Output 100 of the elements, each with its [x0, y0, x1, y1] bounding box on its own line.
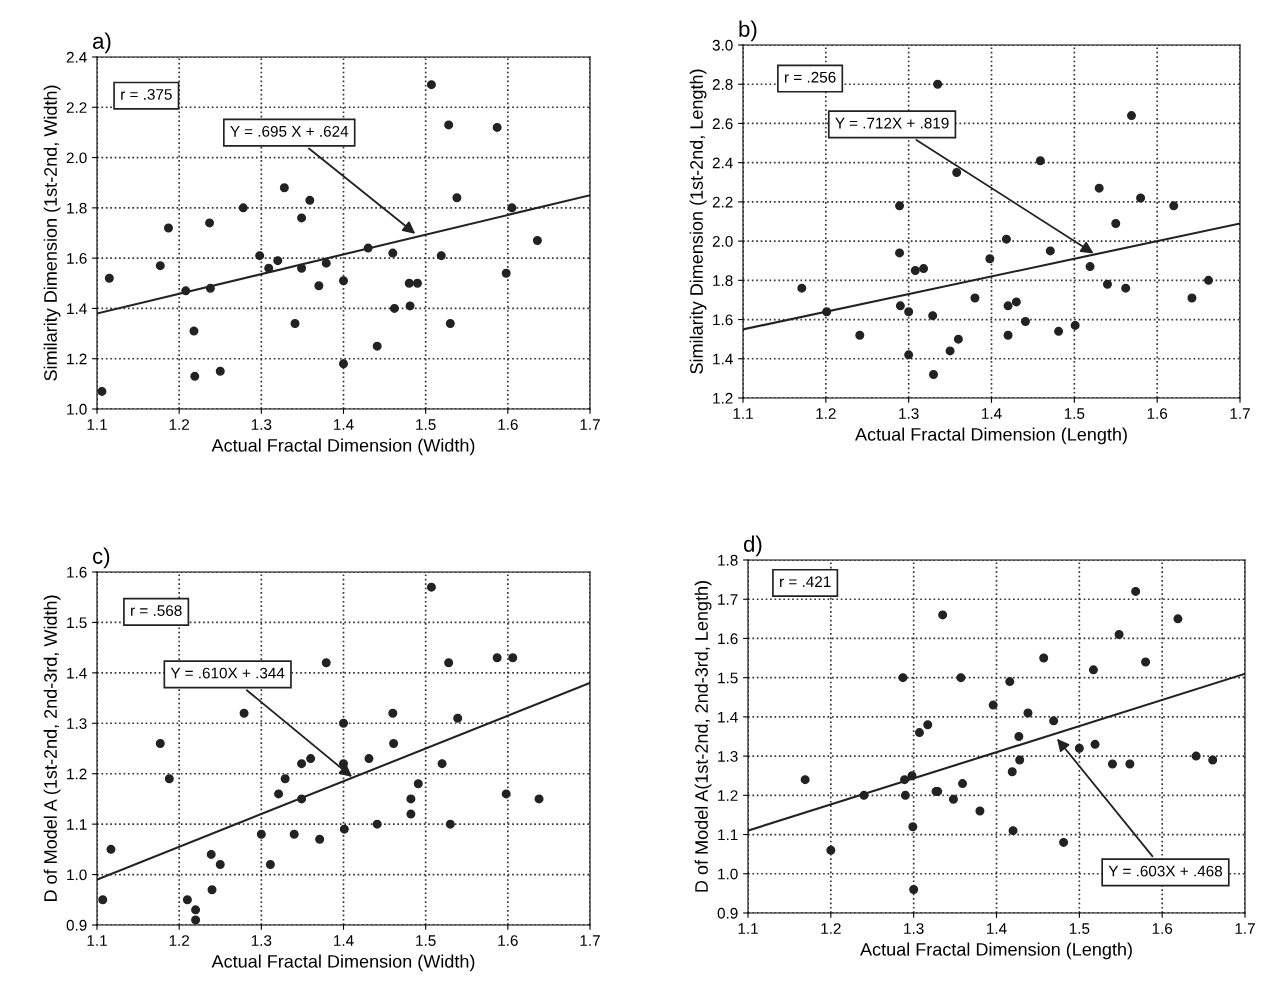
- point: [904, 307, 914, 317]
- point: [1187, 293, 1197, 303]
- x-tick-label: 1.5: [1064, 408, 1085, 419]
- point: [532, 236, 542, 246]
- point: [1085, 262, 1095, 272]
- point: [501, 789, 511, 799]
- x-tick-label: 1.2: [169, 935, 190, 946]
- point: [1126, 111, 1136, 121]
- point: [1005, 677, 1015, 687]
- point: [1204, 275, 1214, 285]
- y-axis-title: Similarity Dimension (1st-2nd, Length): [689, 69, 707, 374]
- point: [1131, 586, 1141, 596]
- point: [1001, 234, 1011, 244]
- x-tick-label: 1.3: [904, 923, 924, 934]
- point: [1136, 193, 1146, 203]
- point: [339, 824, 349, 834]
- point: [289, 829, 299, 839]
- annotation: Y = .603X + .468: [1108, 865, 1223, 877]
- x-tick-label: 1.5: [416, 935, 436, 946]
- point: [453, 713, 463, 723]
- point: [904, 350, 914, 360]
- y-tick-label: 1.0: [67, 403, 87, 415]
- x-tick-label: 1.4: [334, 935, 354, 946]
- y-tick-label: 2.0: [66, 152, 87, 164]
- point: [1049, 716, 1059, 726]
- point: [363, 243, 373, 253]
- y-tick-label: 1.5: [67, 617, 87, 629]
- point: [1039, 653, 1049, 663]
- point: [207, 885, 217, 895]
- point: [97, 386, 107, 396]
- point: [164, 774, 174, 784]
- y-axis-title: D of Model A(1st-2nd, 2nd-3rd, Length): [694, 581, 712, 892]
- point: [290, 319, 300, 329]
- x-tick-label: 1.2: [816, 408, 836, 419]
- point: [279, 183, 289, 193]
- point: [191, 905, 201, 915]
- point: [952, 167, 962, 177]
- y-tick-label: 1.6: [67, 566, 87, 578]
- point: [859, 790, 869, 800]
- point: [988, 700, 998, 710]
- chart-title: b): [739, 20, 757, 42]
- x-tick-label: 1.5: [416, 419, 436, 430]
- y-tick-label: 2.0: [712, 235, 733, 247]
- y-tick-label: 1.2: [713, 392, 733, 404]
- point: [933, 79, 943, 89]
- point: [255, 251, 265, 261]
- point: [205, 283, 215, 293]
- point: [1121, 283, 1131, 293]
- point: [445, 319, 455, 329]
- chart-title: d): [743, 535, 762, 557]
- y-axis-title: Similarity Dimension (1st-2nd, Width): [43, 85, 61, 381]
- point: [910, 266, 920, 276]
- x-tick-label: 1.4: [334, 419, 354, 430]
- point: [492, 122, 502, 132]
- point: [1111, 218, 1121, 228]
- point: [1007, 767, 1017, 777]
- point: [907, 771, 917, 781]
- point: [155, 738, 165, 748]
- point: [1014, 732, 1024, 741]
- annotation: r = .375: [121, 89, 172, 100]
- point: [914, 728, 924, 738]
- x-axis-title: Actual Fractal Dimension (Length): [860, 942, 1132, 960]
- point: [1070, 320, 1080, 330]
- x-tick-label: 1.4: [982, 408, 1002, 419]
- point: [155, 261, 165, 271]
- point: [855, 330, 865, 340]
- point: [265, 859, 275, 869]
- annotation: Y = .610X + .344: [170, 667, 285, 679]
- point: [389, 738, 399, 748]
- x-tick-label: 1.7: [580, 935, 600, 946]
- point: [238, 203, 248, 213]
- x-tick-label: 1.1: [733, 408, 753, 419]
- point: [900, 790, 910, 800]
- point: [364, 754, 374, 764]
- point: [956, 673, 966, 683]
- y-tick-label: 1.5: [718, 672, 738, 684]
- y-tick-label: 1.6: [718, 633, 738, 645]
- point: [444, 120, 454, 130]
- point: [445, 819, 455, 829]
- point: [508, 653, 518, 663]
- point: [970, 293, 980, 303]
- point: [98, 895, 108, 905]
- point: [191, 915, 201, 925]
- point: [1008, 826, 1018, 836]
- point: [297, 759, 307, 769]
- y-tick-label: 1.3: [67, 718, 87, 729]
- point: [1003, 301, 1013, 311]
- point: [826, 845, 836, 855]
- point: [507, 203, 517, 213]
- point: [297, 794, 307, 804]
- point: [426, 582, 436, 592]
- point: [406, 809, 416, 819]
- point: [274, 789, 284, 799]
- y-tick-label: 2.6: [712, 118, 733, 130]
- point: [388, 708, 398, 718]
- point: [426, 80, 436, 90]
- point: [919, 264, 929, 274]
- y-tick-label: 1.3: [718, 750, 738, 762]
- point: [315, 834, 325, 844]
- point: [206, 849, 216, 859]
